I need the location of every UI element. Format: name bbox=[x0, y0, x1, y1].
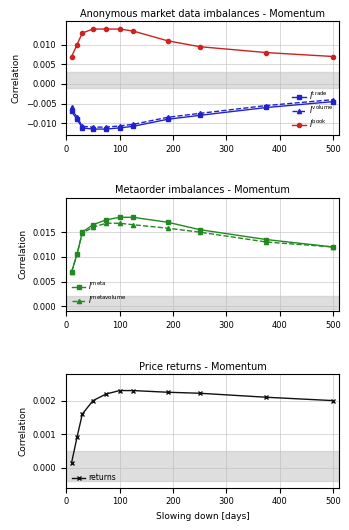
$I^\mathrm{metavolume}$ bbox=[91, 224, 95, 231]
$I^\mathrm{meta}$ bbox=[265, 236, 269, 243]
Line: $I^\mathrm{meta}$: $I^\mathrm{meta}$ bbox=[69, 215, 335, 274]
returns bbox=[75, 434, 79, 440]
returns bbox=[198, 390, 202, 396]
$I^\mathrm{meta}$ bbox=[131, 214, 135, 220]
$I^\mathrm{volume}$ bbox=[104, 124, 109, 130]
$I^\mathrm{book}$ bbox=[331, 54, 335, 60]
Y-axis label: Correlation: Correlation bbox=[18, 229, 28, 279]
returns bbox=[80, 411, 84, 417]
$I^\mathrm{book}$ bbox=[118, 26, 122, 32]
$I^\mathrm{book}$ bbox=[198, 43, 202, 50]
$I^\mathrm{trade}$ bbox=[131, 123, 135, 129]
$I^\mathrm{volume}$ bbox=[80, 123, 84, 129]
returns bbox=[131, 387, 135, 394]
$I^\mathrm{trade}$ bbox=[80, 125, 84, 131]
$I^\mathrm{volume}$ bbox=[265, 102, 269, 109]
$I^\mathrm{metavolume}$ bbox=[75, 251, 79, 258]
$I^\mathrm{volume}$ bbox=[118, 123, 122, 129]
$I^\mathrm{metavolume}$ bbox=[131, 222, 135, 228]
Legend: $I^\mathrm{meta}$, $I^\mathrm{metavolume}$: $I^\mathrm{meta}$, $I^\mathrm{metavolume… bbox=[70, 278, 128, 307]
Line: returns: returns bbox=[69, 388, 336, 465]
$I^\mathrm{book}$ bbox=[75, 41, 79, 48]
$I^\mathrm{trade}$ bbox=[265, 104, 269, 111]
Bar bbox=[66, 296, 339, 309]
Title: Anonymous market data imbalances - Momentum: Anonymous market data imbalances - Momen… bbox=[80, 9, 325, 19]
$I^\mathrm{trade}$ bbox=[166, 116, 170, 122]
$I^\mathrm{meta}$ bbox=[75, 251, 79, 258]
$I^\mathrm{meta}$ bbox=[80, 229, 84, 235]
$I^\mathrm{metavolume}$ bbox=[118, 220, 122, 226]
$I^\mathrm{trade}$ bbox=[69, 108, 74, 114]
Line: $I^\mathrm{volume}$: $I^\mathrm{volume}$ bbox=[69, 98, 335, 129]
returns bbox=[104, 391, 109, 397]
Bar bbox=[66, 72, 339, 88]
$I^\mathrm{metavolume}$ bbox=[198, 229, 202, 235]
$I^\mathrm{book}$ bbox=[131, 28, 135, 34]
$I^\mathrm{book}$ bbox=[265, 49, 269, 56]
$I^\mathrm{trade}$ bbox=[91, 126, 95, 132]
$I^\mathrm{trade}$ bbox=[104, 126, 109, 132]
$I^\mathrm{meta}$ bbox=[118, 214, 122, 220]
$I^\mathrm{book}$ bbox=[69, 54, 74, 60]
$I^\mathrm{volume}$ bbox=[69, 104, 74, 111]
returns bbox=[265, 394, 269, 401]
$I^\mathrm{metavolume}$ bbox=[80, 230, 84, 236]
$I^\mathrm{volume}$ bbox=[166, 114, 170, 120]
$I^\mathrm{meta}$ bbox=[166, 219, 170, 225]
returns bbox=[91, 398, 95, 404]
$I^\mathrm{metavolume}$ bbox=[265, 239, 269, 245]
Legend: $I^\mathrm{trade}$, $I^\mathrm{volume}$, $I^\mathrm{book}$: $I^\mathrm{trade}$, $I^\mathrm{volume}$,… bbox=[290, 88, 335, 131]
$I^\mathrm{metavolume}$ bbox=[104, 220, 109, 226]
returns bbox=[69, 460, 74, 466]
$I^\mathrm{meta}$ bbox=[91, 222, 95, 228]
$I^\mathrm{volume}$ bbox=[91, 124, 95, 130]
$I^\mathrm{metavolume}$ bbox=[69, 269, 74, 275]
$I^\mathrm{trade}$ bbox=[118, 125, 122, 131]
$I^\mathrm{volume}$ bbox=[331, 96, 335, 103]
Bar bbox=[66, 451, 339, 481]
$I^\mathrm{book}$ bbox=[166, 38, 170, 44]
returns bbox=[118, 387, 122, 394]
$I^\mathrm{trade}$ bbox=[198, 112, 202, 119]
returns bbox=[166, 389, 170, 395]
$I^\mathrm{meta}$ bbox=[69, 269, 74, 275]
$I^\mathrm{trade}$ bbox=[75, 116, 79, 122]
X-axis label: Slowing down [days]: Slowing down [days] bbox=[156, 512, 249, 521]
Y-axis label: Correlation: Correlation bbox=[12, 53, 20, 103]
$I^\mathrm{metavolume}$ bbox=[331, 244, 335, 250]
Y-axis label: Correlation: Correlation bbox=[18, 405, 28, 456]
returns bbox=[331, 398, 335, 404]
Line: $I^\mathrm{book}$: $I^\mathrm{book}$ bbox=[69, 27, 335, 59]
$I^\mathrm{meta}$ bbox=[198, 226, 202, 233]
$I^\mathrm{volume}$ bbox=[198, 110, 202, 117]
$I^\mathrm{book}$ bbox=[80, 30, 84, 36]
$I^\mathrm{metavolume}$ bbox=[166, 225, 170, 232]
$I^\mathrm{volume}$ bbox=[75, 114, 79, 120]
Line: $I^\mathrm{metavolume}$: $I^\mathrm{metavolume}$ bbox=[69, 221, 335, 274]
$I^\mathrm{book}$ bbox=[104, 26, 109, 32]
Title: Metaorder imbalances - Momentum: Metaorder imbalances - Momentum bbox=[115, 186, 290, 196]
Legend: returns: returns bbox=[70, 472, 118, 484]
Title: Price returns - Momentum: Price returns - Momentum bbox=[139, 361, 266, 372]
$I^\mathrm{volume}$ bbox=[131, 121, 135, 128]
$I^\mathrm{meta}$ bbox=[104, 217, 109, 223]
$I^\mathrm{book}$ bbox=[91, 26, 95, 32]
Line: $I^\mathrm{trade}$: $I^\mathrm{trade}$ bbox=[69, 100, 335, 131]
$I^\mathrm{trade}$ bbox=[331, 99, 335, 105]
$I^\mathrm{meta}$ bbox=[331, 244, 335, 250]
